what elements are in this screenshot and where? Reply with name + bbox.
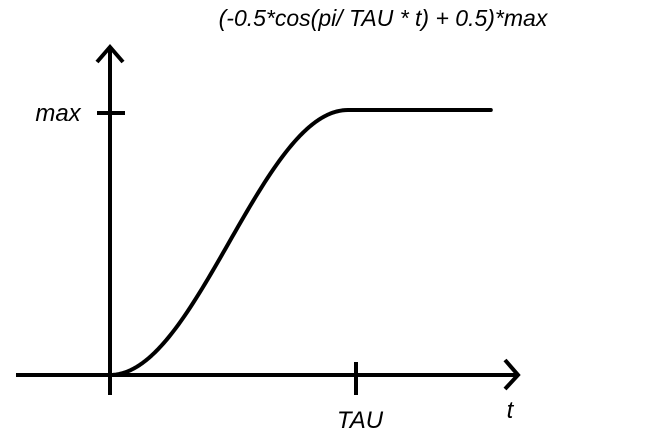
y-tick-label-max: max	[35, 100, 81, 127]
series-curve	[108, 108, 493, 377]
x-tick-label-tau: TAU	[337, 407, 384, 434]
chart-title: (-0.5*cos(pi/ TAU * t) + 0.5)*max	[219, 5, 549, 31]
x-axis-arrowhead	[503, 358, 521, 391]
x-axis-label: t	[507, 397, 515, 424]
y-axis-arrowhead	[95, 43, 125, 64]
